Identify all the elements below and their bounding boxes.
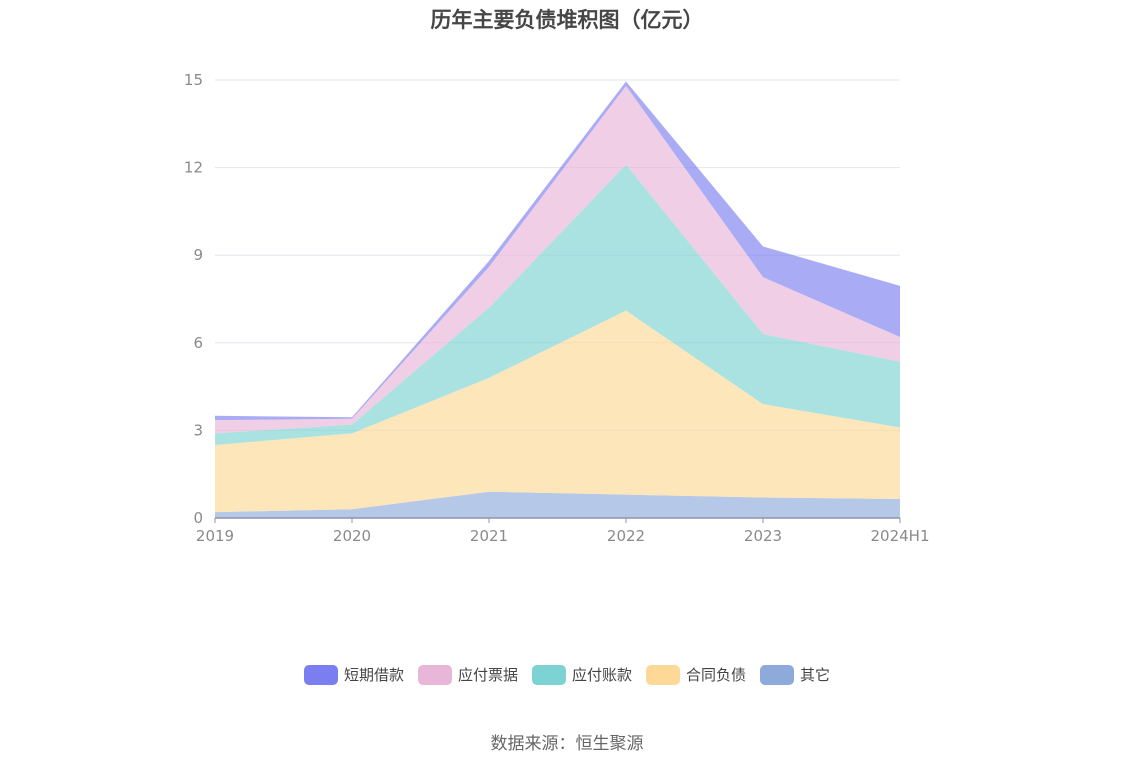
legend-item[interactable]: 合同负债 [646,664,746,685]
axis-layer: 0 3 6 9 12 15 2019 2020 2021 2022 2023 2024H1 [184,71,930,545]
legend-label: 应付票据 [457,666,518,684]
legend-swatch [646,664,680,685]
area-series-应付账款[interactable] [215,164,900,445]
x-tick-label: 2019 [196,527,234,545]
y-tick-label: 0 [193,509,203,527]
y-tick-label: 3 [193,421,203,439]
y-tick-label: 12 [184,159,203,177]
legend-item[interactable]: 应付账款 [531,664,632,685]
area-series-短期借款[interactable] [215,81,900,421]
y-tick-label: 9 [193,246,203,264]
y-tick-label: 15 [184,71,203,89]
legend-item[interactable]: 应付票据 [417,664,518,685]
y-tick-label: 6 [193,334,203,352]
x-tick-label: 2020 [333,527,371,545]
legend-swatch [303,664,338,685]
legend-swatch [417,664,452,685]
area-series-其它[interactable] [215,491,900,518]
legend-label: 短期借款 [343,666,404,684]
x-tick-label: 2023 [744,527,782,545]
area-layer [215,81,900,518]
x-tick-label: 2021 [470,527,508,545]
legend: 短期借款 应付票据 应付账款 合同负债 其它 [0,664,1134,685]
legend-label: 应付账款 [571,666,632,684]
legend-swatch [531,664,566,685]
area-series-合同负债[interactable] [215,310,900,513]
legend-label: 其它 [800,666,831,684]
legend-item[interactable]: 短期借款 [303,664,404,685]
legend-item[interactable]: 其它 [760,664,830,685]
source-text: 数据来源：恒生聚源 [490,734,644,754]
legend-swatch [760,664,795,685]
x-tick-label: 2022 [607,527,645,545]
legend-label: 合同负债 [686,666,747,684]
x-tick-label: 2024H1 [871,527,930,545]
chart-title: 历年主要负债堆积图（亿元） [430,8,704,32]
